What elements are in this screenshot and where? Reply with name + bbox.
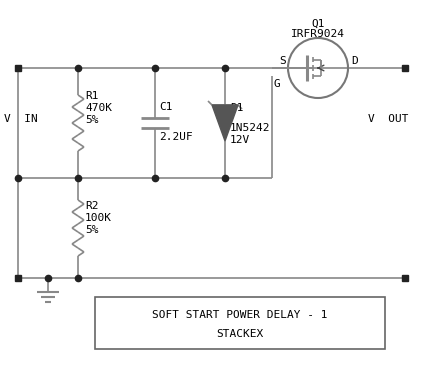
Text: 470K: 470K	[85, 103, 112, 113]
Bar	[402, 275, 408, 281]
Bar	[15, 65, 21, 71]
Text: G: G	[274, 79, 281, 89]
Text: Q1: Q1	[311, 19, 325, 29]
Bar	[95, 297, 385, 349]
Text: R2: R2	[85, 201, 99, 211]
Text: 2.2UF: 2.2UF	[159, 132, 193, 142]
Text: 1N5242: 1N5242	[230, 123, 270, 133]
Text: 12V: 12V	[230, 135, 250, 145]
Text: V  IN: V IN	[4, 114, 38, 124]
Bar	[402, 65, 408, 71]
Text: SOFT START POWER DELAY - 1: SOFT START POWER DELAY - 1	[152, 310, 328, 320]
Text: D1: D1	[230, 103, 244, 113]
Text: S: S	[279, 56, 286, 66]
Bar	[15, 275, 21, 281]
Text: 100K: 100K	[85, 213, 112, 223]
Polygon shape	[212, 105, 238, 141]
Text: 5%: 5%	[85, 225, 99, 235]
Text: R1: R1	[85, 91, 99, 101]
Text: C1: C1	[159, 102, 173, 112]
Text: 5%: 5%	[85, 115, 99, 125]
Text: D: D	[351, 56, 358, 66]
Text: V  OUT: V OUT	[368, 114, 409, 124]
Text: IRFR9024: IRFR9024	[291, 29, 345, 39]
Text: STACKEX: STACKEX	[217, 329, 264, 340]
